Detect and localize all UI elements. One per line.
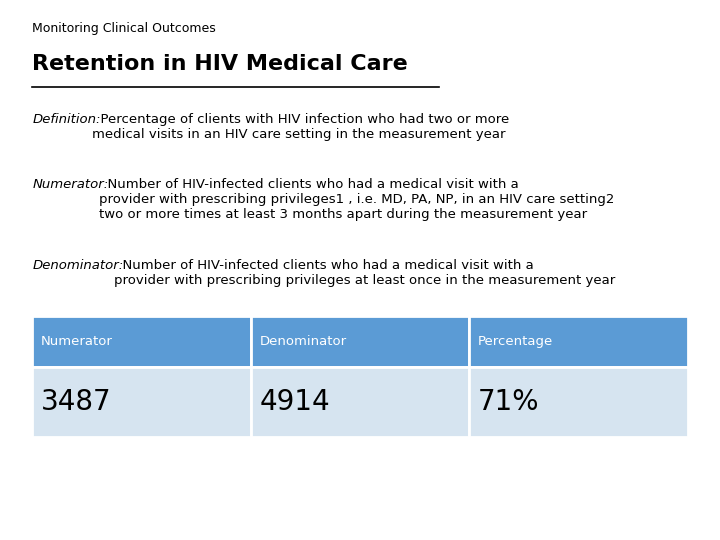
Text: Percentage of clients with HIV infection who had two or more
medical visits in a: Percentage of clients with HIV infection… bbox=[92, 113, 510, 141]
Text: Number of HIV-infected clients who had a medical visit with a
provider with pres: Number of HIV-infected clients who had a… bbox=[99, 178, 615, 221]
Text: 4914: 4914 bbox=[259, 388, 330, 416]
Text: Denominator: Denominator bbox=[259, 335, 346, 348]
FancyBboxPatch shape bbox=[251, 316, 469, 367]
FancyBboxPatch shape bbox=[251, 367, 469, 437]
Text: Percentage: Percentage bbox=[478, 335, 553, 348]
FancyBboxPatch shape bbox=[469, 316, 688, 367]
FancyBboxPatch shape bbox=[32, 367, 251, 437]
Text: Numerator: Numerator bbox=[41, 335, 113, 348]
Text: 3487: 3487 bbox=[41, 388, 112, 416]
Text: Numerator:: Numerator: bbox=[32, 178, 109, 191]
Text: Retention in HIV Medical Care: Retention in HIV Medical Care bbox=[32, 54, 408, 74]
FancyBboxPatch shape bbox=[32, 316, 251, 367]
FancyBboxPatch shape bbox=[469, 367, 688, 437]
Text: Denominator:: Denominator: bbox=[32, 259, 124, 272]
Text: Monitoring Clinical Outcomes: Monitoring Clinical Outcomes bbox=[32, 22, 216, 35]
Text: Number of HIV-infected clients who had a medical visit with a
provider with pres: Number of HIV-infected clients who had a… bbox=[114, 259, 615, 287]
Text: 71%: 71% bbox=[478, 388, 539, 416]
Text: Definition:: Definition: bbox=[32, 113, 101, 126]
